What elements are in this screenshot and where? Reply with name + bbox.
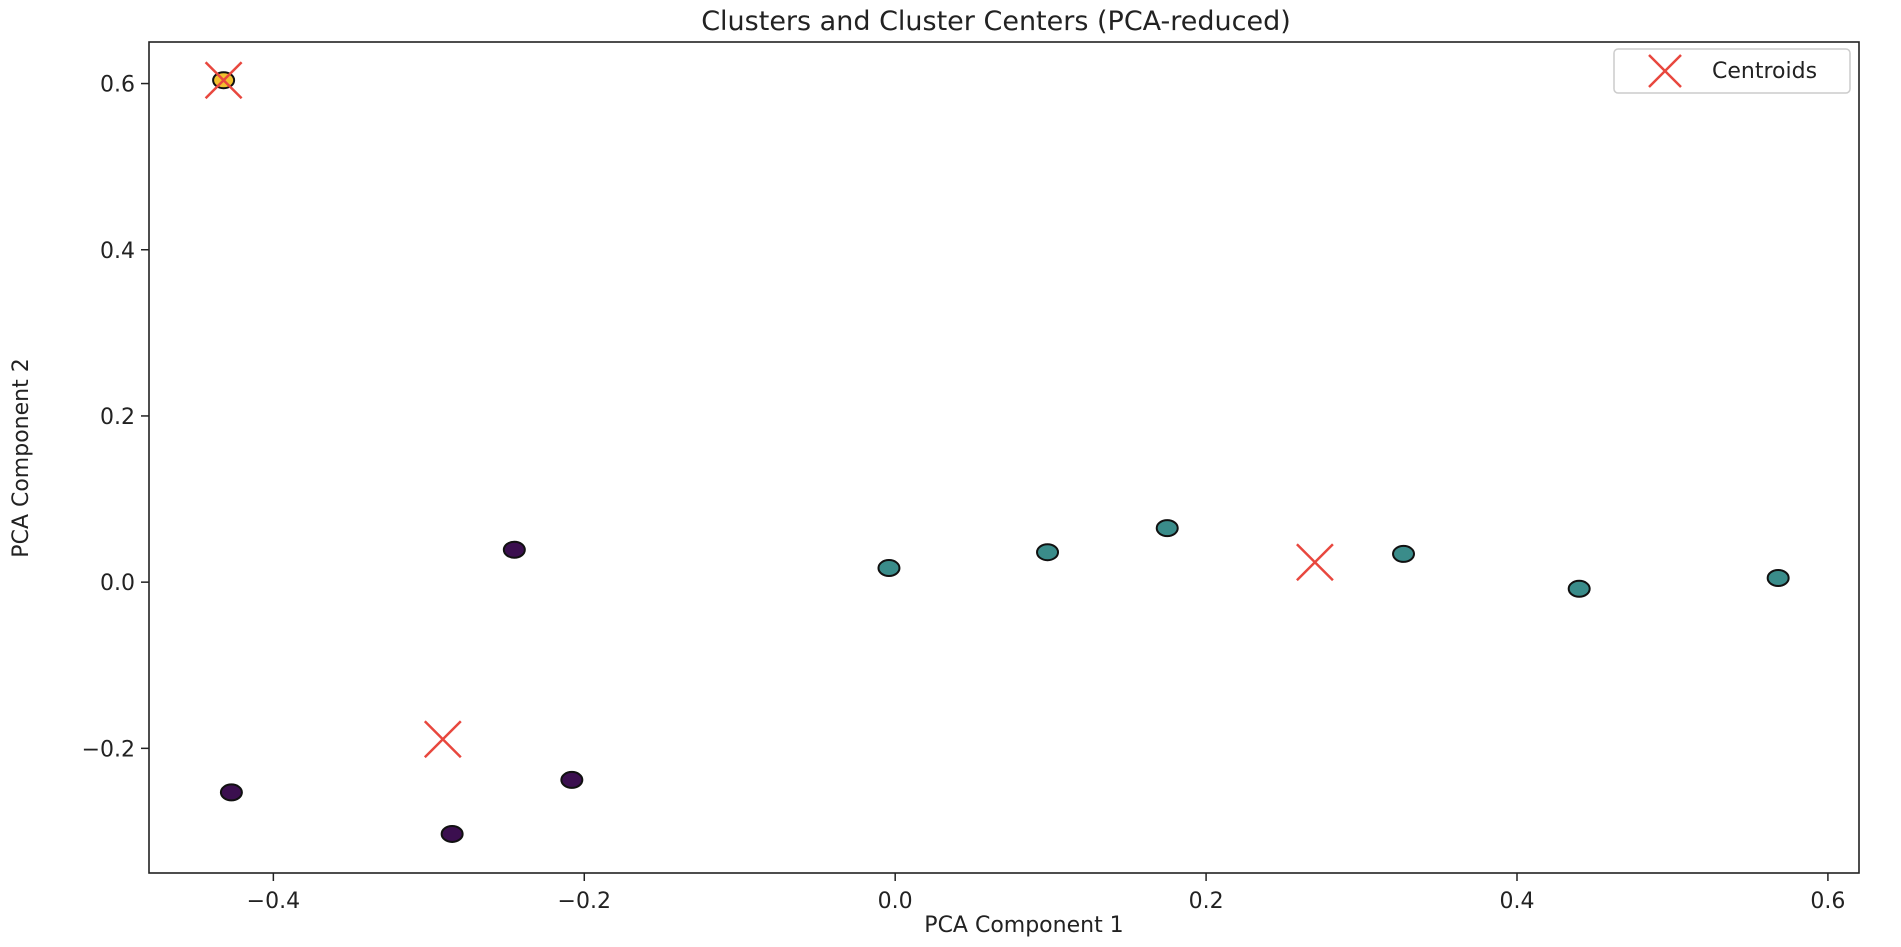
legend-x-icon <box>1648 54 1682 88</box>
legend-box <box>1613 48 1851 94</box>
data-point <box>502 540 526 559</box>
x-tick-label: 0.0 <box>878 889 913 914</box>
centroid-marker <box>204 61 243 100</box>
x-tick-label: 0.6 <box>1810 889 1845 914</box>
data-point <box>560 770 584 789</box>
y-tick-label: −0.2 <box>82 737 135 762</box>
data-point <box>877 559 901 578</box>
series-1 <box>877 519 1790 598</box>
x-tick-label: 0.4 <box>1500 889 1535 914</box>
series-0 <box>219 540 584 843</box>
data-point <box>1766 568 1790 587</box>
series-3 <box>204 61 1334 759</box>
chart-title: Clusters and Cluster Centers (PCA-reduce… <box>701 6 1291 37</box>
centroid-marker <box>423 720 462 759</box>
data-point <box>440 824 464 843</box>
y-tick-label: 0.0 <box>100 571 135 596</box>
data-point <box>1567 579 1591 598</box>
data-points <box>204 61 1790 843</box>
y-axis-title: PCA Component 2 <box>9 358 34 557</box>
legend: Centroids <box>1613 48 1851 94</box>
data-point <box>1392 544 1416 563</box>
x-axis-title: PCA Component 1 <box>924 913 1123 938</box>
legend-label-centroids: Centroids <box>1712 59 1817 84</box>
legend-marker-centroids <box>1648 54 1682 88</box>
centroid-marker <box>1296 543 1334 582</box>
x-tick-label: 0.2 <box>1189 889 1224 914</box>
x-tick-label: −0.2 <box>558 889 611 914</box>
y-tick-label: 0.4 <box>100 239 135 264</box>
data-point <box>219 783 243 802</box>
y-tick-label: 0.6 <box>100 73 135 98</box>
data-point <box>1155 519 1179 538</box>
plot-frame <box>148 41 1860 874</box>
x-tick-label: −0.4 <box>247 889 300 914</box>
data-point <box>1036 543 1060 562</box>
y-tick-label: 0.2 <box>100 405 135 430</box>
axis-ticks: −0.4 −0.2 0.0 0.2 0.4 0.6 −0.2 0.0 0.2 0.4 0.6 <box>82 73 1846 914</box>
